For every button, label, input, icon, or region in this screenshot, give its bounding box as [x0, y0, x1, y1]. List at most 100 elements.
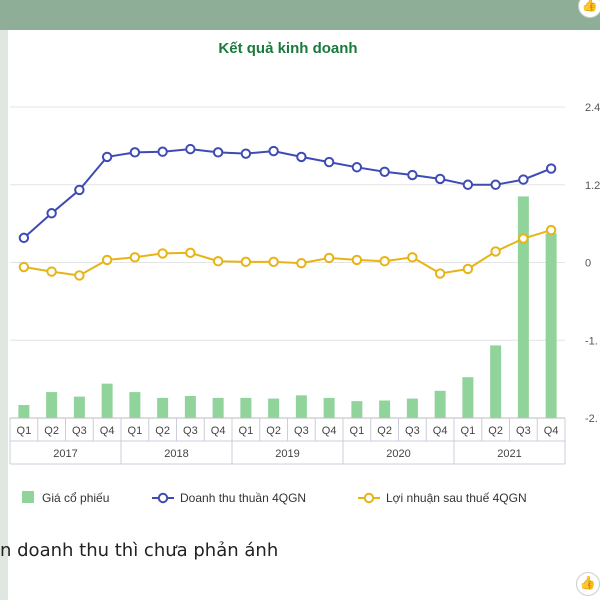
profit-point	[185, 247, 196, 258]
x-axis: Q1 Q2 Q3 Q4 Q1 Q2 Q3 Q4 Q1 Q2 Q3 Q4 Q1 Q2 Q3 Q4 Q1 Q2 Q3 Q4…	[9, 417, 566, 465]
revenue-point	[407, 169, 418, 181]
year-tick-label: 2019	[275, 448, 299, 460]
quarter-tick-label: Q1	[17, 425, 32, 437]
price-bar	[434, 390, 446, 418]
quarter-tick-label: Q1	[350, 425, 365, 437]
revenue-point	[240, 148, 252, 159]
profit-point	[101, 254, 113, 266]
revenue-point	[101, 151, 113, 163]
revenue-point	[434, 173, 446, 185]
revenue-point	[268, 145, 279, 157]
article-text-line: n doanh thu thì chưa phản ánh	[0, 540, 279, 561]
price-bar	[129, 392, 141, 418]
quarter-tick-label: Q1	[239, 425, 254, 437]
profit-point	[545, 224, 557, 236]
revenue-point	[296, 151, 307, 163]
price-bar	[212, 397, 224, 418]
revenue-point	[323, 156, 335, 168]
legend-label-revenue: Doanh thu thuần 4QGN	[180, 491, 306, 505]
year-tick-label: 2018	[164, 448, 188, 460]
price-bar	[184, 395, 196, 418]
revenue-point	[46, 208, 57, 219]
right-axis-tick-label: -1.	[585, 335, 598, 347]
legend-label-price: Giá cổ phiếu	[42, 491, 109, 505]
right-axis-tick-label: -2.	[585, 413, 598, 425]
quarter-tick-label: Q3	[405, 425, 420, 437]
quarter-tick-label: Q1	[461, 425, 476, 437]
legend-swatch-price	[22, 491, 34, 503]
right-axis: 2.4 1.2 0 -1. -2.	[585, 102, 600, 425]
quarter-tick-label: Q4	[544, 425, 559, 437]
price-bar	[101, 383, 113, 418]
revenue-point	[351, 162, 363, 173]
profit-point	[296, 257, 307, 269]
thumbs-up-icon[interactable]: 👍	[578, 0, 600, 18]
price-bar	[295, 395, 307, 418]
profit-point	[268, 256, 279, 268]
price-bar	[517, 196, 529, 418]
revenue-point	[129, 147, 141, 158]
profit-point	[434, 268, 446, 279]
right-axis-tick-label: 1.2	[585, 180, 600, 192]
price-bar	[379, 400, 391, 418]
price-bar	[268, 398, 280, 418]
year-tick-label: 2021	[497, 448, 521, 460]
profit-point	[518, 233, 529, 244]
quarter-tick-label: Q4	[322, 425, 337, 437]
profit-point	[323, 252, 335, 264]
price-bar	[406, 398, 418, 418]
revenue-point	[545, 163, 557, 174]
revenue-point	[379, 166, 390, 177]
quarter-tick-label: Q2	[44, 425, 59, 437]
profit-point	[129, 252, 141, 263]
revenue-point	[185, 143, 196, 155]
series-lines	[18, 143, 557, 281]
revenue-point	[157, 146, 168, 157]
quarter-tick-label: Q4	[433, 425, 448, 437]
profit-point	[379, 256, 390, 267]
price-bar	[545, 233, 557, 418]
legend[interactable]: Giá cổ phiếu Doanh thu thuần 4QGN Lợi nhuậ…	[22, 491, 527, 505]
revenue-point	[212, 147, 224, 158]
profit-point	[462, 263, 474, 275]
quarter-tick-label: Q4	[100, 425, 115, 437]
price-bar	[351, 401, 363, 418]
year-tick-label: 2020	[386, 448, 410, 460]
revenue-point	[518, 174, 529, 185]
revenue-point	[74, 184, 85, 196]
price-bar	[462, 377, 474, 418]
price-bar	[18, 405, 30, 418]
profit-point	[240, 256, 252, 268]
profit-point	[212, 256, 224, 267]
thumbs-up-icon[interactable]: 👍	[576, 572, 600, 596]
revenue-point	[18, 232, 30, 244]
quarter-tick-label: Q3	[72, 425, 87, 437]
quarter-tick-label: Q3	[516, 425, 531, 437]
revenue-point	[490, 179, 501, 190]
left-border-strip	[0, 30, 8, 600]
quarter-tick-label: Q2	[266, 425, 281, 437]
profit-point	[490, 246, 501, 257]
top-bar	[0, 0, 600, 30]
quarter-tick-label: Q2	[377, 425, 392, 437]
profit-point	[351, 254, 363, 266]
quarter-tick-label: Q3	[183, 425, 198, 437]
profit-point	[18, 261, 30, 273]
year-tick-label: 2017	[53, 448, 77, 460]
quarter-tick-label: Q2	[488, 425, 503, 437]
profit-point	[46, 266, 57, 277]
profit-point	[407, 252, 418, 263]
legend-marker-revenue	[157, 492, 169, 504]
quarter-tick-label: Q3	[294, 425, 309, 437]
price-bar	[323, 397, 335, 418]
quarter-tick-label: Q2	[155, 425, 170, 437]
chart-panel	[8, 30, 600, 530]
profit-point	[157, 248, 168, 259]
chart-title: Kết quả kinh doanh	[218, 40, 357, 57]
right-axis-tick-label: 2.4	[585, 102, 600, 114]
price-bars	[18, 196, 557, 418]
quarter-tick-label: Q1	[128, 425, 143, 437]
price-bar	[490, 345, 502, 418]
price-bar	[46, 392, 58, 418]
